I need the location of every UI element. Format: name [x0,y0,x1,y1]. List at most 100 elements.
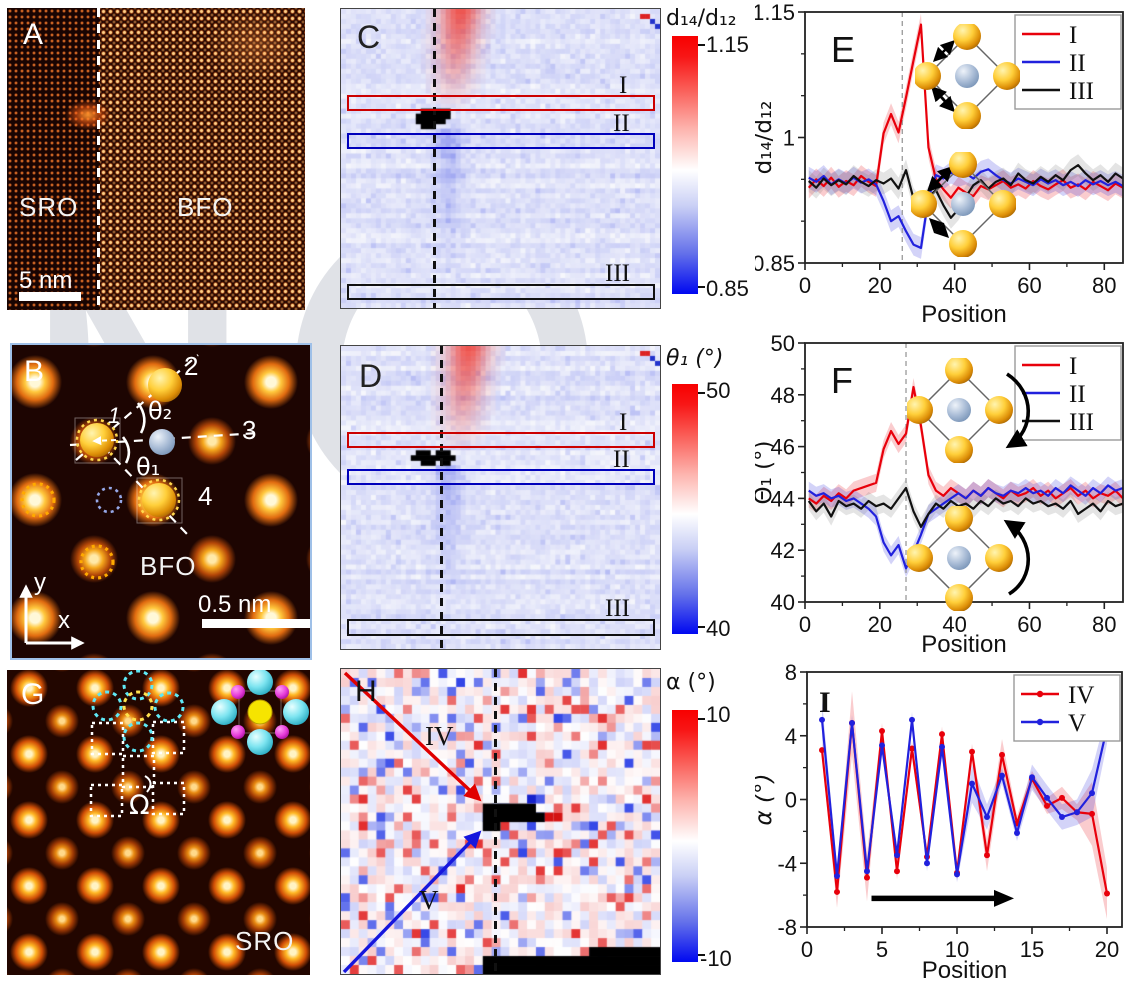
svg-text:40: 40 [771,590,795,615]
bfo-lattice-region [100,8,305,310]
x-axis-label: x [58,607,70,634]
octahedra-rotation-inset-bottom [907,506,1047,611]
svg-text:Position: Position [921,631,1006,658]
svg-text:V: V [1068,710,1086,737]
strain-map-canvas [341,9,660,308]
svg-text:46: 46 [771,435,795,460]
svg-text:20: 20 [868,273,892,298]
panel-h-arrows [342,671,482,974]
panel-c-letter: C [357,19,381,55]
atom-label-2: 2 [184,351,199,381]
colorbar-gradient [672,384,698,634]
svg-text:4: 4 [785,724,797,749]
sro-lattice-region [7,8,100,310]
svg-text:10: 10 [945,937,969,962]
svg-text:IV: IV [1068,682,1094,709]
colorbar-title: α (°) [666,670,716,695]
interface-dashed-line [433,9,436,308]
svg-text:I: I [819,686,831,719]
colorbar-title: d₁₄/d₁₂ [666,6,737,31]
roi-box-III [347,284,655,300]
colorbar-min: -10 [700,946,732,971]
arrow-label-IV: IV [425,721,454,751]
interface-dashed-line [440,346,443,649]
roi-label-II: II [613,446,630,473]
svg-text:80: 80 [1092,273,1116,298]
roi-label-III: III [605,595,630,622]
colorbar-min: 40 [706,616,731,641]
sro-label: SRO [19,192,79,222]
sro-material-label: SRO [235,926,295,956]
svg-text:0: 0 [801,937,813,962]
svg-text:80: 80 [1092,612,1116,637]
panel-b-letter: B [24,355,45,388]
atom-label-4: 4 [198,481,213,511]
svg-text:42: 42 [771,538,795,563]
svg-text:III: III [1069,78,1094,105]
roi-box-II [347,133,655,149]
interface-dashed-line [494,669,497,974]
panel-d-letter: D [359,358,383,394]
scale-bar [202,619,310,628]
colorbar-max: 50 [706,378,731,403]
svg-text:II: II [1069,381,1086,408]
roi-label-I: I [619,72,628,99]
octahedra-distortion-inset-top [915,24,1020,129]
roi-label-III: III [605,260,630,287]
roi-box-I [347,95,655,111]
colorbar-title: θ₁ (°) [666,346,724,371]
atom-label-3: 3 [242,415,257,445]
bfo-material-label: BFO [140,551,197,581]
chart-i-alpha-profile: 0 5 10 15 20 -8 -4 0 4 8 α (°) Position I IVV [755,656,1135,986]
svg-text:Θ₁ (°): Θ₁ (°) [755,440,777,504]
svg-text:d₁₄/d₁₂: d₁₄/d₁₂ [755,101,777,175]
svg-text:Position: Position [922,957,1007,984]
colorbar-max: 1.15 [706,32,749,57]
svg-text:5: 5 [876,937,888,962]
chart-f-theta1-profile: 0 20 40 60 80 40 42 44 46 48 50 Θ₁ (°) Position F I II I… [755,330,1135,660]
panel-g-overlay [89,670,309,818]
svg-text:III: III [1069,409,1094,436]
svg-text:α (°): α (°) [755,774,777,826]
theta2-label: θ₂ [148,397,173,425]
svg-text:E: E [831,29,855,70]
svg-text:0: 0 [799,612,811,637]
roi-label-I: I [619,409,628,436]
svg-text:48: 48 [771,383,795,408]
svg-text:-4: -4 [777,851,797,876]
svg-text:I: I [1069,22,1077,49]
scale-bar [19,292,81,301]
svg-text:I: I [1069,353,1077,380]
svg-text:Position: Position [921,301,1006,328]
theta1-label: θ₁ [136,453,161,481]
roi-box-II [347,469,655,485]
svg-text:20: 20 [1095,937,1119,962]
svg-text:0: 0 [785,788,797,813]
bright-contrast-patch [207,8,305,82]
colorbar-min: 0.85 [706,276,749,301]
svg-text:40: 40 [942,612,966,637]
roi-box-III [347,619,655,636]
roi-label-II: II [613,110,630,137]
octahedra-rotation-inset-top [907,358,1047,463]
interface-defect-highlight [65,100,111,130]
svg-text:44: 44 [771,486,795,511]
octahedra-distortion-inset-bottom [911,152,1016,257]
panel-a-letter: A [23,18,44,51]
roi-box-I [347,432,655,448]
panel-d-theta1-map: I II III D [340,345,661,650]
panel-h-letter: H [355,675,377,708]
svg-text:15: 15 [1020,937,1044,962]
panel-h-alpha-map: IV V H [340,668,661,975]
panel-a-stem-overview: A SRO BFO 5 nm [7,8,305,310]
svg-text:1: 1 [783,126,795,151]
bfo-label: BFO [177,192,234,222]
colorbar-h: α (°) 10 -10 [664,672,748,978]
svg-text:20: 20 [868,612,892,637]
svg-text:II: II [1069,50,1086,77]
panel-b-bfo-unitcell: B 1 2 3 4 θ₂ θ₁ BFO 0.5 nm y x [10,343,312,660]
panel-b-overlay [19,354,259,650]
svg-text:1.15: 1.15 [755,0,795,25]
interface-dashed-line [97,8,100,310]
